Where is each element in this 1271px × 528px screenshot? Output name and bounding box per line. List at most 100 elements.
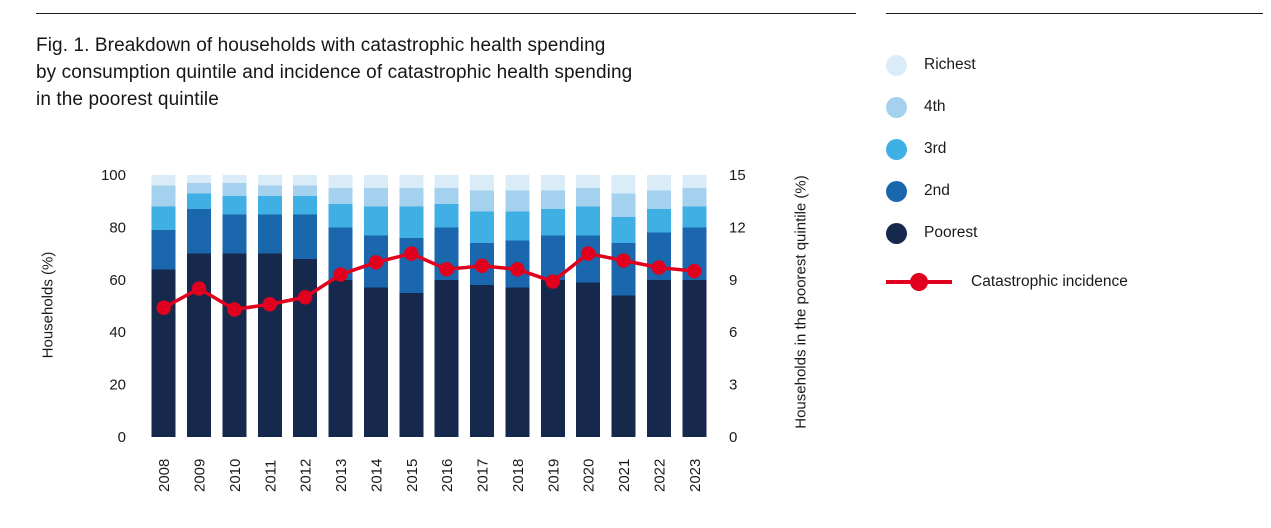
- xtick-year: 2015: [404, 459, 421, 492]
- bar-segment-2017-3rd: [470, 211, 495, 244]
- incidence-point: [545, 274, 561, 289]
- bar-segment-2012-Richest: [293, 175, 318, 186]
- bar-segment-2008-Richest: [151, 175, 176, 186]
- ytick-right: 15: [729, 167, 746, 184]
- bar-segment-2018-Poorest: [505, 287, 530, 437]
- legend-line-label: Catastrophic incidence: [971, 273, 1128, 290]
- bar-segment-2021-Richest: [611, 175, 636, 194]
- bar-segment-2021-Poorest: [611, 295, 636, 437]
- top-rule-right: [886, 13, 1263, 14]
- bar-segment-2011-Poorest: [257, 253, 282, 437]
- xtick-year: 2016: [439, 459, 456, 492]
- incidence-point: [156, 300, 171, 315]
- bar-segment-2019-4th: [540, 190, 565, 210]
- bar-segment-2023-Poorest: [682, 279, 707, 437]
- incidence-point: [404, 246, 419, 261]
- bar-segment-2022-3rd: [646, 209, 671, 233]
- catastrophic-incidence-line: [162, 251, 695, 312]
- bar-segment-2015-Poorest: [399, 292, 424, 437]
- bar-segment-2008-2nd: [151, 230, 176, 270]
- bar-segment-2016-Richest: [434, 175, 459, 189]
- ytick-right: 3: [729, 377, 737, 394]
- bar-segment-2009-3rd: [187, 193, 212, 210]
- xtick-year: 2022: [651, 459, 668, 492]
- ytick-left: 0: [118, 429, 126, 446]
- figure-title-line-2: by consumption quintile and incidence of…: [36, 62, 633, 83]
- legend-item-poorest: Poorest: [886, 212, 1256, 254]
- bar-segment-2013-4th: [328, 188, 353, 204]
- bar-segment-2023-Richest: [682, 175, 707, 189]
- bar-segment-2014-Richest: [363, 175, 388, 189]
- bar-segment-2021-4th: [611, 193, 636, 217]
- bar-segment-2016-3rd: [434, 203, 459, 228]
- bar-segment-2015-4th: [399, 188, 424, 207]
- incidence-point: [651, 260, 667, 275]
- xtick-year: 2020: [581, 459, 598, 492]
- bar-segment-2010-Richest: [222, 175, 247, 183]
- xtick-year: 2021: [616, 459, 633, 492]
- xtick-year: 2014: [368, 459, 385, 492]
- legend-label: 3rd: [924, 140, 947, 157]
- xtick-year: 2018: [510, 459, 527, 492]
- bar-segment-2015-Richest: [399, 175, 424, 189]
- bar-segment-2010-4th: [222, 182, 247, 196]
- bar-segment-2014-Poorest: [363, 287, 388, 437]
- xtick-year: 2008: [156, 459, 173, 492]
- bar-segment-2011-4th: [257, 185, 282, 196]
- bar-segment-2009-2nd: [187, 209, 212, 254]
- incidence-point: [510, 262, 525, 277]
- xtick-year: 2017: [475, 459, 492, 492]
- bar-segment-2018-Richest: [505, 175, 530, 191]
- incidence-point: [580, 246, 596, 261]
- incidence-point: [474, 258, 490, 274]
- bar-segment-2011-2nd: [257, 214, 282, 254]
- legend-swatch-icon: [886, 180, 907, 202]
- incidence-point: [191, 281, 207, 296]
- bar-segment-2023-4th: [682, 188, 707, 207]
- bar-segment-2008-Poorest: [151, 269, 176, 437]
- bar-segment-2011-Richest: [257, 175, 282, 186]
- bar-segment-2009-Richest: [187, 175, 212, 183]
- bar-segment-2021-2nd: [611, 243, 636, 296]
- bar-segment-2018-4th: [505, 190, 530, 212]
- bar-segment-2018-3rd: [505, 211, 530, 241]
- xtick-year: 2012: [298, 459, 315, 492]
- right-axis-title: Households in the poorest quintile (%): [792, 175, 810, 429]
- figure-title-line-1: Fig. 1. Breakdown of households with cat…: [36, 35, 606, 56]
- bar-segment-2015-2nd: [399, 237, 424, 293]
- bar-segment-2009-4th: [187, 182, 212, 194]
- bar-segment-2014-4th: [363, 188, 388, 207]
- legend-item-catastrophic-incidence: Catastrophic incidence: [886, 266, 1256, 298]
- ytick-right: 0: [729, 429, 737, 446]
- bar-segment-2017-4th: [470, 190, 495, 212]
- xtick-year: 2010: [227, 459, 244, 492]
- incidence-point: [227, 302, 242, 317]
- figure-title-line-3: in the poorest quintile: [36, 89, 219, 110]
- ytick-left: 100: [101, 167, 126, 184]
- legend-swatch-icon: [886, 96, 907, 118]
- legend-label: Richest: [924, 56, 976, 73]
- xtick-year: 2013: [333, 459, 350, 492]
- legend-item-3rd: 3rd: [886, 128, 1256, 170]
- bar-segment-2022-4th: [646, 190, 671, 210]
- legend-swatch-icon: [886, 54, 907, 76]
- bar-segment-2012-3rd: [293, 195, 318, 215]
- incidence-point: [262, 297, 278, 312]
- xtick-year: 2019: [545, 459, 562, 492]
- bar-segment-2017-Poorest: [470, 285, 495, 437]
- bar-segment-2009-Poorest: [187, 253, 212, 437]
- bar-segment-2019-Richest: [540, 175, 565, 191]
- top-rule-left: [36, 13, 856, 14]
- legend-label: Poorest: [924, 224, 978, 241]
- xtick-year: 2009: [192, 459, 209, 492]
- bar-segment-2015-3rd: [399, 206, 424, 238]
- incidence-point: [368, 255, 384, 270]
- bar-segment-2012-2nd: [293, 214, 318, 259]
- bar-segment-2020-4th: [576, 188, 601, 207]
- incidence-point: [297, 290, 313, 305]
- bar-segment-2014-3rd: [363, 206, 388, 236]
- legend-swatch-icon: [886, 138, 907, 160]
- ytick-right: 12: [729, 219, 746, 236]
